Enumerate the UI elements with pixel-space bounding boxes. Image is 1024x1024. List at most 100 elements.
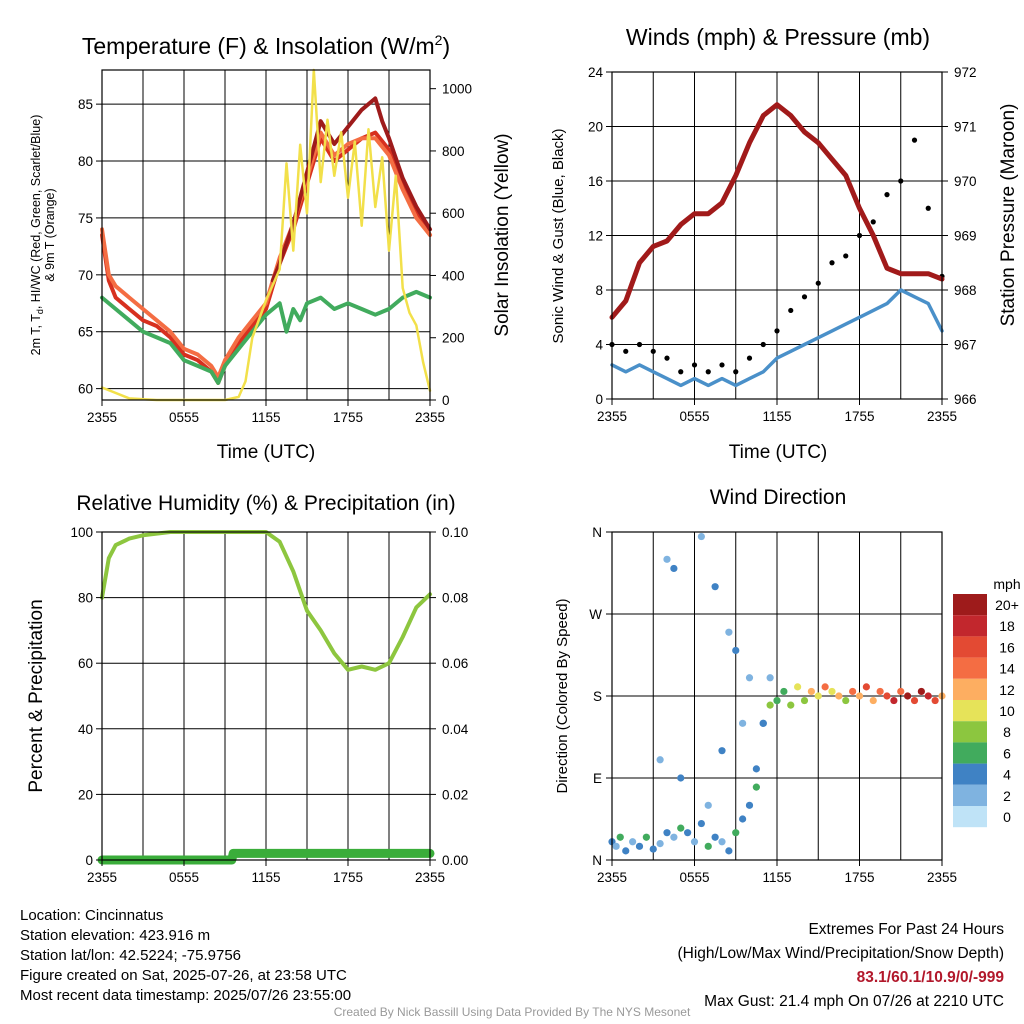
temperature-ytick-label: 80 bbox=[78, 154, 93, 169]
wind-direction-ytick-label: W bbox=[589, 607, 602, 622]
humidity-xtick-label: 1155 bbox=[251, 870, 280, 885]
wind-direction-point bbox=[677, 774, 685, 782]
wind-direction-point bbox=[828, 687, 836, 696]
temperature-xlabel: Time (UTC) bbox=[217, 442, 316, 463]
gust-point bbox=[884, 192, 890, 198]
speed-legend-swatch bbox=[953, 806, 987, 828]
speed-legend-swatch bbox=[953, 636, 987, 658]
wind-direction-point bbox=[904, 692, 912, 700]
speed-legend-swatch bbox=[953, 657, 987, 679]
wind-direction-point bbox=[794, 683, 802, 691]
wind-direction-ytick-label: N bbox=[592, 525, 602, 540]
winds-ytick-label: 20 bbox=[588, 120, 603, 135]
wind-direction-point bbox=[711, 833, 719, 841]
wind-direction-xtick-label: 1155 bbox=[762, 870, 791, 885]
winds-xlabel: Time (UTC) bbox=[729, 442, 828, 463]
humidity-xtick-label: 1755 bbox=[333, 870, 363, 885]
wind-direction-point bbox=[766, 701, 774, 709]
gust-point bbox=[650, 348, 656, 354]
winds-ytick-label: 8 bbox=[595, 283, 603, 298]
gust-point bbox=[636, 341, 643, 348]
humidity-ytick-right-label: 0.10 bbox=[442, 525, 468, 540]
humidity-xtick-label: 2355 bbox=[87, 870, 117, 885]
wind-direction-point bbox=[684, 829, 692, 837]
wind-direction-point bbox=[622, 847, 630, 855]
extremes-subtitle: (High/Low/Max Wind/Precipitation/Snow De… bbox=[677, 945, 1005, 962]
wind-direction-ytick-label: E bbox=[593, 771, 602, 786]
wind-direction-point bbox=[732, 646, 740, 655]
humidity-ytick-label: 80 bbox=[78, 591, 93, 606]
temperature-ytick-label: 60 bbox=[78, 382, 93, 397]
winds-xtick-label: 1155 bbox=[762, 409, 791, 424]
speed-legend-label: 0 bbox=[1003, 809, 1011, 825]
wind-direction-point bbox=[835, 692, 843, 700]
wind-direction-xtick-label: 2355 bbox=[927, 870, 957, 885]
winds-ytick-right-label: 971 bbox=[954, 120, 977, 135]
wind-direction-point bbox=[924, 692, 932, 700]
wind-direction-title: Wind Direction bbox=[710, 486, 847, 509]
temperature-series-line bbox=[100, 289, 432, 385]
wind-direction-point bbox=[739, 719, 747, 727]
wind-direction-point bbox=[876, 687, 884, 696]
created-text: Figure created on Sat, 2025-07-26, at 23… bbox=[20, 967, 347, 984]
gust-point bbox=[705, 369, 711, 375]
winds-ytick-label: 4 bbox=[595, 338, 603, 353]
wind-direction-point bbox=[670, 564, 678, 573]
station-info: Location: Cincinnatus Station elevation:… bbox=[20, 906, 351, 1006]
temperature-ytick-right-label: 800 bbox=[442, 144, 465, 159]
wind-direction-point bbox=[649, 845, 657, 853]
speed-legend-label: 14 bbox=[999, 661, 1015, 677]
winds-ytick-label: 16 bbox=[588, 174, 603, 189]
wind-direction-point bbox=[745, 674, 754, 682]
gust-point bbox=[856, 232, 863, 239]
wind-direction-point bbox=[704, 801, 712, 809]
wind-direction-point bbox=[677, 824, 685, 832]
extremes-info: Extremes For Past 24 Hours (High/Low/Max… bbox=[678, 918, 1005, 1014]
wind-direction-point bbox=[849, 687, 857, 696]
wind-direction-point bbox=[635, 842, 644, 850]
winds-xtick-label: 1755 bbox=[844, 409, 874, 424]
humidity-ytick-right-label: 0.04 bbox=[442, 722, 469, 737]
wind-direction-xtick-label: 2355 bbox=[597, 870, 627, 885]
wind-direction-point bbox=[697, 819, 705, 828]
humidity-ytick-right-label: 0.00 bbox=[442, 853, 468, 868]
temperature-series-line bbox=[100, 68, 432, 402]
speed-legend-swatch bbox=[953, 615, 987, 637]
credit-text: Created By Nick Bassill Using Data Provi… bbox=[333, 1005, 691, 1019]
wind-direction-point bbox=[704, 842, 712, 850]
wind-direction-point bbox=[883, 692, 891, 700]
wind-direction-point bbox=[897, 687, 905, 696]
speed-legend-label: 2 bbox=[1003, 788, 1011, 804]
winds-panel: Winds (mph) & Pressure (mb) 2355 0555 1155… bbox=[550, 24, 1019, 463]
gust-point bbox=[898, 178, 904, 184]
wind-direction-point bbox=[800, 696, 809, 705]
winds-title: Winds (mph) & Pressure (mb) bbox=[626, 24, 930, 50]
temperature-panel: Temperature (F) & Insolation (W/m2) 2355… bbox=[29, 32, 513, 463]
wind-direction-point bbox=[890, 696, 898, 705]
wind-direction-point bbox=[690, 838, 699, 846]
winds-ylabel-left: Sonic Wind & Gust (Blue, Black) bbox=[550, 128, 567, 343]
temperature-ytick-right-label: 0 bbox=[442, 393, 450, 408]
speed-legend-swatch bbox=[953, 594, 987, 616]
gust-point bbox=[664, 355, 670, 361]
gust-point bbox=[691, 362, 698, 368]
speed-legend-swatch bbox=[953, 700, 987, 722]
temperature-xtick-label: 1155 bbox=[251, 410, 280, 425]
wind-direction-point bbox=[670, 833, 678, 841]
speed-legend-swatch bbox=[953, 742, 987, 764]
wind-direction-point bbox=[725, 628, 733, 636]
humidity-title: Relative Humidity (%) & Precipitation (i… bbox=[76, 492, 455, 515]
speed-legend-swatch bbox=[953, 721, 987, 743]
wind-direction-point bbox=[752, 765, 760, 773]
wind-direction-panel: Wind Direction 2355 0555 1155 1755 2355 N E S W N… bbox=[554, 486, 1021, 885]
elevation-text: Station elevation: 423.916 m bbox=[20, 927, 211, 944]
wind-direction-point bbox=[718, 747, 726, 755]
speed-legend: 20+ 18 16 14 12 10 8 6 4 2 0 bbox=[953, 594, 1019, 828]
temperature-ytick-label: 65 bbox=[78, 325, 93, 340]
gust-point bbox=[719, 362, 725, 368]
max-gust-text: Max Gust: 21.4 mph On 07/26 at 2210 UTC bbox=[704, 993, 1004, 1010]
winds-xtick-label: 2355 bbox=[597, 409, 627, 424]
temperature-ytick-label: 85 bbox=[78, 97, 93, 112]
humidity-ytick-label: 20 bbox=[78, 787, 93, 802]
